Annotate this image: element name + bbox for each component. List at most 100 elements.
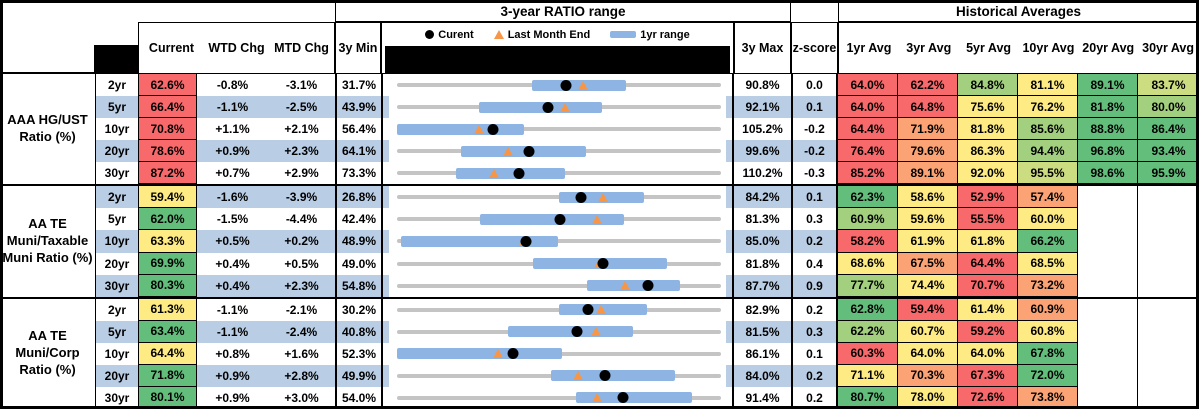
wtd-chg-cell: +0.9% <box>197 140 268 163</box>
avg-cell-5: 98.6% <box>1078 162 1138 185</box>
avg-cell-3: 61.8% <box>958 230 1018 253</box>
avg-cell-5: 96.8% <box>1078 140 1138 163</box>
avg-cell-1: 62.2% <box>838 320 898 343</box>
legend-last-month-end: Last Month End <box>493 29 590 41</box>
mtd-chg-cell: -3.1% <box>268 74 335 97</box>
tenor-label: 5yr <box>96 96 138 119</box>
wtd-chg-cell: +0.4% <box>197 274 268 297</box>
range-chart-track-area <box>397 140 721 162</box>
avg-cell-blank <box>1078 252 1138 275</box>
range-chart-track-area <box>397 321 721 343</box>
current-marker <box>642 280 654 292</box>
avg-cell-4: 60.9% <box>1018 298 1078 321</box>
legend-1yr-range: 1yr range <box>610 29 690 41</box>
avg-cell-blank <box>1078 186 1138 209</box>
avg-cell-4: 57.4% <box>1018 186 1078 209</box>
avg-cell-3: 86.3% <box>958 140 1018 163</box>
last-month-end-marker <box>596 305 607 315</box>
wtd-chg-cell: -1.1% <box>197 96 268 119</box>
avg-cell-3: 81.8% <box>958 118 1018 141</box>
z-score-cell: 0.0 <box>791 74 838 97</box>
three-year-max-cell: 81.3% <box>734 208 791 231</box>
z-score-cell: 0.9 <box>791 274 838 297</box>
z-score-cell: 0.1 <box>791 96 838 119</box>
mtd-chg-cell: +0.2% <box>268 230 335 253</box>
avg-cell-blank <box>1078 320 1138 343</box>
avg-cell-4: 95.5% <box>1018 162 1078 185</box>
z-score-cell: 0.2 <box>791 230 838 253</box>
range-chart-cell <box>381 162 734 185</box>
row-group-3: AA TE Muni/Corp Ratio (%) 2yr 61.3% -1.1% -2… <box>0 296 1199 409</box>
current-marker <box>597 258 609 270</box>
range-chart-plot <box>389 74 726 97</box>
tenor-label: 10yr <box>96 230 138 253</box>
current-marker <box>542 101 554 113</box>
one-year-range-bar <box>397 123 525 135</box>
avg-cell-blank <box>1138 298 1199 321</box>
three-year-track <box>397 307 721 312</box>
avg-cell-2: 59.4% <box>898 298 958 321</box>
wtd-chg-cell: -1.6% <box>197 186 268 209</box>
mtd-chg-cell: +0.5% <box>268 252 335 275</box>
legend-current: Curent <box>425 29 474 41</box>
avg-cell-2: 79.6% <box>898 140 958 163</box>
current-marker <box>617 392 629 404</box>
avg-cell-3: 67.3% <box>958 364 1018 387</box>
value-columns-header: Current WTD Chg MTD Chg <box>138 22 335 74</box>
current-cell: 87.2% <box>138 162 197 185</box>
avg-cell-2: 89.1% <box>898 162 958 185</box>
row-group-2: AA TE Muni/Taxable Muni Ratio (%) 2yr 59.4… <box>0 184 1199 297</box>
three-year-min-cell: 31.7% <box>335 74 381 97</box>
three-year-max-cell: 86.1% <box>734 342 791 365</box>
avg-cell-blank <box>1078 208 1138 231</box>
three-year-max-cell: 90.8% <box>734 74 791 97</box>
avg-cell-3: 64.4% <box>958 252 1018 275</box>
current-marker <box>599 370 611 382</box>
current-cell: 62.0% <box>138 208 197 231</box>
z-score-cell: 0.2 <box>791 386 838 409</box>
one-year-range-bar <box>397 348 562 360</box>
range-chart-track-area <box>397 387 721 409</box>
one-year-range-bar <box>479 101 602 113</box>
col-header-avg-2: 3yr Avg <box>906 41 952 55</box>
range-bar-icon <box>610 31 637 38</box>
range-chart-track-area <box>397 118 721 140</box>
wtd-chg-cell: +0.5% <box>197 230 268 253</box>
avg-cell-blank <box>1078 298 1138 321</box>
range-chart-cell <box>381 386 734 409</box>
avg-cell-blank <box>1078 342 1138 365</box>
avg-cell-4: 67.8% <box>1018 342 1078 365</box>
current-marker <box>575 191 587 203</box>
avg-cell-1: 71.1% <box>838 364 898 387</box>
tenor-label: 30yr <box>96 274 138 297</box>
three-year-max-cell: 85.0% <box>734 230 791 253</box>
avg-cell-3: 61.4% <box>958 298 1018 321</box>
avg-cell-4: 68.5% <box>1018 252 1078 275</box>
mtd-chg-cell: +2.8% <box>268 364 335 387</box>
z-score-cell: 0.4 <box>791 252 838 275</box>
three-year-min-cell: 48.9% <box>335 230 381 253</box>
avg-cell-blank <box>1138 230 1199 253</box>
current-cell: 63.4% <box>138 320 197 343</box>
range-chart-plot <box>389 162 726 185</box>
range-chart-plot <box>389 320 726 343</box>
current-marker <box>582 304 594 316</box>
range-chart-cell <box>381 118 734 141</box>
avg-cell-5: 89.1% <box>1078 74 1138 97</box>
avg-cell-1: 60.9% <box>838 208 898 231</box>
current-marker <box>520 235 532 247</box>
legend-range-label: 1yr range <box>640 28 690 41</box>
range-chart-cell <box>381 342 734 365</box>
avg-cell-4: 72.0% <box>1018 364 1078 387</box>
range-chart-plot <box>389 208 726 231</box>
header-black-band <box>385 46 730 73</box>
current-dot-icon <box>425 30 435 39</box>
three-year-max-cell: 99.6% <box>734 140 791 163</box>
avg-cell-blank <box>1138 342 1199 365</box>
three-year-min-cell: 64.1% <box>335 140 381 163</box>
wtd-chg-cell: +0.9% <box>197 386 268 409</box>
col-header-avg-6: 30yr Avg <box>1142 41 1195 55</box>
three-year-track <box>397 127 721 132</box>
three-year-max-cell: 91.4% <box>734 386 791 409</box>
avg-cell-blank <box>1138 386 1199 409</box>
